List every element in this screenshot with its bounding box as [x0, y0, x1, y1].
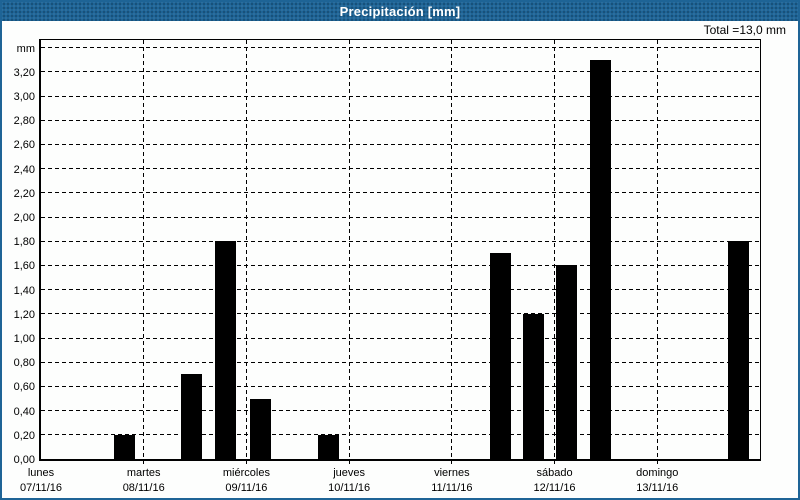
- precipitation-bar: [215, 241, 237, 459]
- precipitation-bar: [318, 434, 340, 459]
- v-gridline: [245, 40, 247, 466]
- chart-title: Precipitación [mm]: [339, 4, 461, 19]
- day-date: 09/11/16: [225, 482, 268, 494]
- x-axis-day-label: martes 08/11/16: [93, 466, 195, 496]
- h-gridline: [41, 264, 760, 266]
- v-gridline: [143, 40, 145, 466]
- precipitation-bar: [113, 434, 135, 459]
- total-label: Total =13,0 mm: [703, 23, 786, 37]
- h-gridline: [41, 434, 760, 436]
- y-axis-tick-label: 1,40: [13, 284, 35, 297]
- h-gridline: [41, 216, 760, 218]
- y-axis-tick-label: 1,20: [13, 308, 35, 321]
- h-gridline: [41, 361, 760, 363]
- day-date: 08/11/16: [122, 482, 165, 494]
- day-date: 10/11/16: [328, 482, 371, 494]
- h-gridline: [41, 313, 760, 315]
- h-gridline: [41, 168, 760, 170]
- day-date: 11/11/16: [431, 482, 473, 494]
- precipitation-bar: [181, 374, 203, 459]
- day-name: domingo: [636, 467, 679, 479]
- h-gridline: [41, 119, 760, 121]
- day-name: martes: [126, 467, 161, 479]
- precipitation-bar: [522, 313, 544, 459]
- y-axis-tick-label: 2,80: [13, 115, 35, 128]
- day-name: lunes: [27, 467, 55, 479]
- precipitation-bar: [489, 253, 511, 459]
- h-gridline: [41, 240, 760, 242]
- x-axis-day-label: domingo 13/11/16: [606, 466, 708, 496]
- v-gridline: [348, 40, 350, 466]
- precipitation-bar: [250, 398, 272, 459]
- h-gridline: [41, 385, 760, 387]
- day-name: jueves: [333, 467, 366, 479]
- y-axis-tick-label: 0,20: [13, 429, 35, 442]
- h-gridline: [41, 143, 760, 145]
- y-axis-tick-label: 1,60: [13, 260, 35, 273]
- x-axis-day-label: lunes 07/11/16: [2, 466, 92, 496]
- h-gridline: [41, 71, 760, 73]
- day-date: 12/11/16: [533, 482, 576, 494]
- title-bar: Precipitación [mm]: [2, 2, 798, 21]
- h-gridline: [41, 192, 760, 194]
- day-date: 13/11/16: [636, 482, 679, 494]
- day-name: miércoles: [222, 467, 270, 479]
- y-axis-tick-label: 0,60: [13, 381, 35, 394]
- y-axis-tick-label: 0,00: [13, 454, 35, 466]
- v-gridline: [451, 40, 453, 466]
- h-gridline: [41, 289, 760, 291]
- y-axis-tick-label: 2,00: [13, 212, 35, 224]
- day-name: sábado: [536, 467, 573, 479]
- h-gridline: [41, 47, 760, 49]
- y-axis-tick-label: 0,40: [13, 405, 35, 418]
- y-axis-tick-label: 1,00: [13, 333, 35, 345]
- y-axis-tick-label: 2,40: [13, 163, 35, 176]
- h-gridline: [41, 410, 760, 412]
- y-axis-tick-label: 2,20: [13, 187, 35, 200]
- x-axis-day-label: jueves 10/11/16: [298, 466, 400, 496]
- y-axis-tick-label: 0,80: [13, 357, 35, 370]
- plot-area: [39, 39, 761, 466]
- v-gridline: [656, 40, 658, 466]
- v-gridline: [554, 40, 556, 466]
- x-axis-day-label: viernes 11/11/16: [401, 466, 503, 496]
- y-axis-tick-label: 2,60: [13, 139, 35, 152]
- x-axis-day-label: miércoles 09/11/16: [195, 466, 297, 496]
- precipitation-bar: [556, 265, 578, 459]
- precipitation-bar: [727, 241, 749, 459]
- day-name: viernes: [434, 467, 470, 479]
- day-date: 07/11/16: [19, 482, 62, 494]
- x-axis-day-label: sábado 12/11/16: [504, 466, 606, 496]
- precipitation-bar: [590, 59, 612, 459]
- y-axis-unit-label: mm: [16, 42, 35, 55]
- y-axis-tick-label: 3,00: [13, 91, 35, 103]
- h-gridline: [41, 95, 760, 97]
- h-gridline: [41, 337, 760, 339]
- y-axis-tick-label: 1,80: [13, 236, 35, 249]
- y-axis-tick-label: 3,20: [13, 66, 35, 79]
